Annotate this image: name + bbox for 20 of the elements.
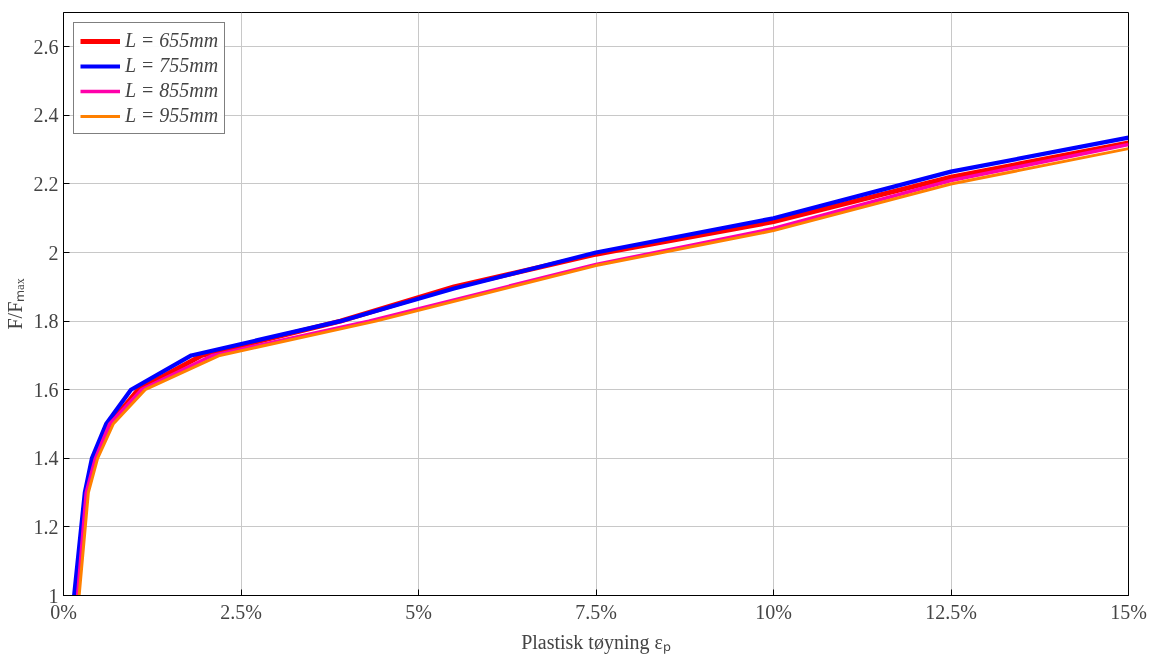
y-tick-label: 2 [48, 241, 59, 264]
y-tick-label: 2.6 [33, 35, 59, 58]
y-axis-title: F/Fₘₐₓ [3, 278, 26, 330]
x-tick-label: 15% [1110, 600, 1147, 623]
y-tick-label: 1.8 [33, 310, 59, 333]
x-axis-title: Plastisk tøyning εₚ [521, 630, 671, 654]
legend-label: L = 955mm [125, 104, 219, 127]
x-tick-label: 7.5% [575, 600, 617, 623]
y-tick-label: 2.4 [33, 104, 59, 127]
y-tick-label: 1.4 [33, 447, 59, 470]
x-tick-label: 10% [755, 600, 792, 623]
legend-label: L = 655mm [125, 29, 219, 52]
x-tick-label: 2.5% [220, 600, 262, 623]
y-tick-label: 1.6 [33, 378, 59, 401]
y-tick-label: 1.2 [33, 515, 59, 538]
legend-label: L = 755mm [125, 54, 219, 77]
x-tick-label: 12.5% [925, 600, 977, 623]
y-tick-label: 2.2 [33, 172, 59, 195]
x-tick-label: 5% [405, 600, 432, 623]
legend-label: L = 855mm [125, 79, 219, 102]
